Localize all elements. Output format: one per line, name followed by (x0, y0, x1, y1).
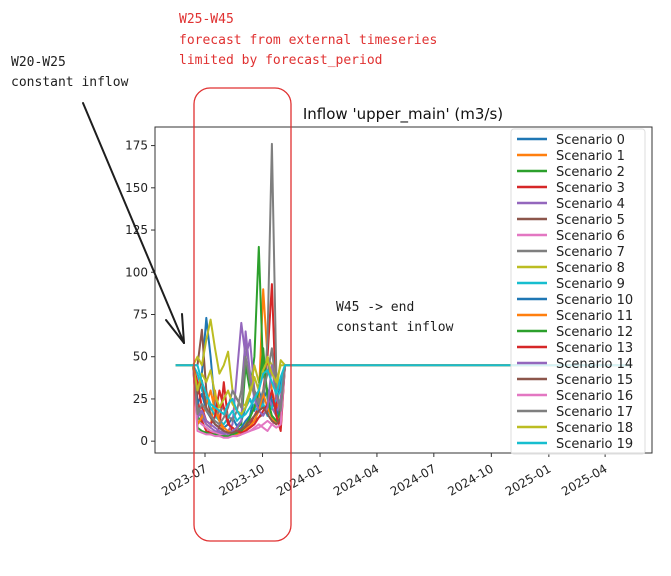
legend-label: Scenario 7 (556, 245, 625, 260)
left-annotation: W20-W25 constant inflow (11, 55, 185, 344)
axes-frame (154, 126, 653, 454)
legend-label: Scenario 19 (556, 437, 633, 452)
legend-item-scenario-6: Scenario 6 (517, 229, 625, 244)
legend-item-scenario-15: Scenario 15 (517, 373, 633, 388)
legend-label: Scenario 11 (556, 309, 633, 324)
x-tick-label: 2024-04 (331, 461, 381, 498)
legend-label: Scenario 8 (556, 261, 625, 276)
y-tick-label: 25 (133, 392, 148, 406)
legend-item-scenario-17: Scenario 17 (517, 405, 633, 420)
legend-label: Scenario 2 (556, 165, 625, 180)
left-note-line-2: constant inflow (11, 75, 129, 90)
series-line-scenario-19 (175, 364, 631, 419)
legend-label: Scenario 4 (556, 197, 625, 212)
chart-title: Inflow 'upper_main' (m3/s) (303, 105, 503, 124)
x-tick-label: 2025-01 (503, 461, 553, 498)
legend-label: Scenario 12 (556, 325, 633, 340)
x-tick-label: 2024-01 (274, 461, 324, 498)
series-line-scenario-14 (175, 330, 631, 436)
y-tick-label: 100 (125, 265, 148, 279)
right-note-line-1: W45 -> end (336, 300, 414, 315)
legend-label: Scenario 3 (556, 181, 625, 196)
y-tick-label: 150 (125, 181, 148, 195)
legend-item-scenario-16: Scenario 16 (517, 389, 633, 404)
legend-label: Scenario 9 (556, 277, 625, 292)
series-layer (175, 142, 631, 439)
legend-label: Scenario 1 (556, 149, 625, 164)
legend-label: Scenario 17 (556, 405, 633, 420)
legend-label: Scenario 16 (556, 389, 633, 404)
x-tick-label: 2025-04 (559, 461, 609, 498)
x-tick-label: 2024-07 (388, 461, 438, 498)
legend-item-scenario-18: Scenario 18 (517, 421, 633, 436)
series-line-scenario-16 (175, 364, 631, 439)
legend-item-scenario-13: Scenario 13 (517, 341, 633, 356)
y-tick-label: 50 (133, 350, 148, 364)
legend-label: Scenario 18 (556, 421, 633, 436)
legend-item-scenario-3: Scenario 3 (517, 181, 625, 196)
legend-item-scenario-14: Scenario 14 (517, 357, 633, 372)
forecast-note-line-2: forecast from external timeseries (179, 33, 437, 48)
y-tick-label: 75 (133, 307, 148, 321)
legend-item-scenario-8: Scenario 8 (517, 261, 625, 276)
legend-item-scenario-12: Scenario 12 (517, 325, 633, 340)
y-tick-label: 175 (125, 139, 148, 153)
legend-label: Scenario 5 (556, 213, 625, 228)
series-line-scenario-17 (175, 347, 631, 426)
legend-item-scenario-11: Scenario 11 (517, 309, 633, 324)
forecast-highlight-box (193, 87, 292, 542)
x-axis: 2023-07 2023-10 2024-01 2024-04 2024-07 2024-… (159, 453, 610, 499)
x-tick-label: 2024-10 (445, 461, 495, 498)
right-annotation: W45 -> end constant inflow (336, 300, 454, 335)
legend-item-scenario-0: Scenario 0 (517, 133, 625, 148)
legend-item-scenario-9: Scenario 9 (517, 277, 625, 292)
legend-label: Scenario 14 (556, 357, 633, 372)
legend-item-scenario-10: Scenario 10 (517, 293, 633, 308)
arrow-icon (82, 102, 185, 344)
legend-label: Scenario 13 (556, 341, 633, 356)
forecast-annotation: W25-W45 forecast from external timeserie… (179, 12, 437, 542)
legend-item-scenario-4: Scenario 4 (517, 197, 625, 212)
legend-item-scenario-1: Scenario 1 (517, 149, 625, 164)
legend-item-scenario-19: Scenario 19 (517, 437, 633, 452)
legend-label: Scenario 10 (556, 293, 633, 308)
series-line-scenario-4 (175, 321, 631, 436)
right-note-line-2: constant inflow (336, 320, 454, 335)
x-tick-label: 2023-07 (159, 461, 209, 498)
legend-label: Scenario 15 (556, 373, 633, 388)
forecast-note-line-3: limited by forecast_period (179, 53, 383, 68)
legend-box (510, 128, 646, 455)
left-note-line-1: W20-W25 (11, 55, 66, 70)
legend-item-scenario-2: Scenario 2 (517, 165, 625, 180)
y-tick-label: 0 (140, 434, 148, 448)
forecast-note-line-1: W25-W45 (179, 12, 234, 27)
legend-label: Scenario 6 (556, 229, 625, 244)
series-line-scenario-15 (175, 364, 631, 434)
legend-item-scenario-5: Scenario 5 (517, 213, 625, 228)
x-tick-label: 2023-10 (217, 461, 267, 498)
legend-item-scenario-7: Scenario 7 (517, 245, 625, 260)
legend-label: Scenario 0 (556, 133, 625, 148)
